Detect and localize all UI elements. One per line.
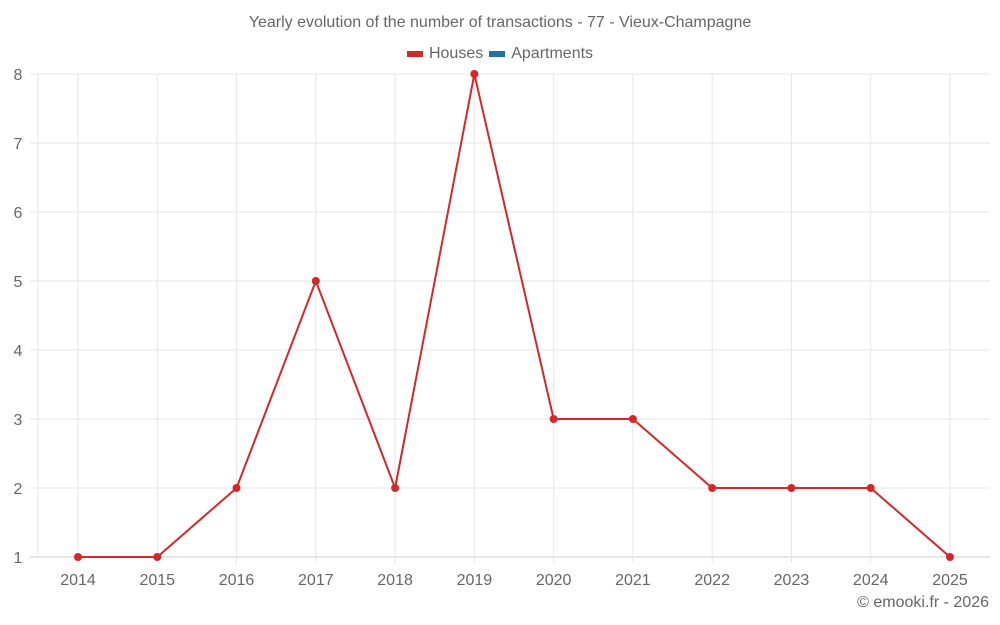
y-tick-label: 5	[14, 274, 23, 291]
grid-lines	[30, 73, 990, 563]
data-point[interactable]	[470, 70, 479, 78]
data-point[interactable]	[866, 484, 875, 492]
data-point[interactable]	[391, 484, 400, 492]
y-axis: 1 2 3 4 5 6 7 8	[14, 67, 23, 567]
x-tick-label: 2014	[60, 572, 96, 589]
y-tick-label: 7	[14, 136, 23, 153]
x-tick-label: 2025	[932, 572, 968, 589]
data-point[interactable]	[549, 415, 558, 423]
data-point[interactable]	[946, 553, 954, 561]
x-tick-label: 2019	[457, 572, 493, 589]
y-tick-label: 1	[14, 550, 23, 567]
x-tick-label: 2018	[377, 572, 413, 589]
data-point[interactable]	[628, 415, 637, 423]
legend-item-apartments[interactable]: Apartments	[489, 45, 593, 63]
x-tick-label: 2022	[694, 572, 730, 589]
legend-item-houses[interactable]: Houses	[406, 45, 484, 63]
credit-text: © emooki.fr - 2026	[857, 594, 989, 611]
data-point[interactable]	[153, 553, 162, 561]
y-tick-label: 2	[14, 481, 23, 498]
x-tick-label: 2015	[139, 572, 175, 589]
data-point[interactable]	[311, 277, 320, 285]
chart-legend: Houses Apartments	[0, 45, 1000, 63]
y-tick-label: 8	[14, 67, 23, 84]
y-tick-label: 6	[14, 205, 23, 222]
legend-label-apartments: Apartments	[511, 45, 594, 62]
apartments-swatch-icon	[489, 51, 506, 57]
x-axis: 2014 2015 2016 2017 2018 2019 2020 2021 2022 2023…	[60, 572, 968, 589]
chart-title: Yearly evolution of the number of transa…	[248, 14, 752, 31]
series-houses	[74, 70, 954, 561]
x-tick-label: 2021	[615, 572, 651, 589]
data-point[interactable]	[232, 484, 241, 492]
x-tick-label: 2020	[536, 572, 572, 589]
y-tick-label: 4	[14, 343, 23, 360]
x-tick-label: 2016	[219, 572, 255, 589]
houses-swatch-icon	[406, 51, 423, 57]
legend-label-houses: Houses	[428, 45, 484, 62]
data-point[interactable]	[787, 484, 796, 492]
x-tick-label: 2024	[853, 572, 889, 589]
x-tick-label: 2017	[298, 572, 334, 589]
data-point[interactable]	[708, 484, 717, 492]
y-tick-label: 3	[14, 412, 23, 429]
x-tick-label: 2023	[774, 572, 810, 589]
data-point[interactable]	[74, 553, 82, 561]
